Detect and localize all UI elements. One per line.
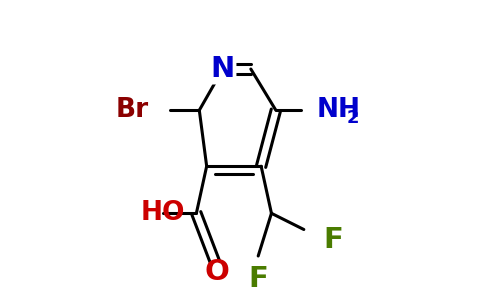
- Text: Br: Br: [116, 97, 149, 123]
- Text: N: N: [211, 55, 235, 83]
- Text: F: F: [248, 265, 268, 293]
- Text: F: F: [323, 226, 343, 254]
- Text: 2: 2: [347, 109, 359, 127]
- Text: HO: HO: [140, 200, 185, 226]
- Text: O: O: [205, 258, 229, 286]
- Text: NH: NH: [317, 97, 361, 123]
